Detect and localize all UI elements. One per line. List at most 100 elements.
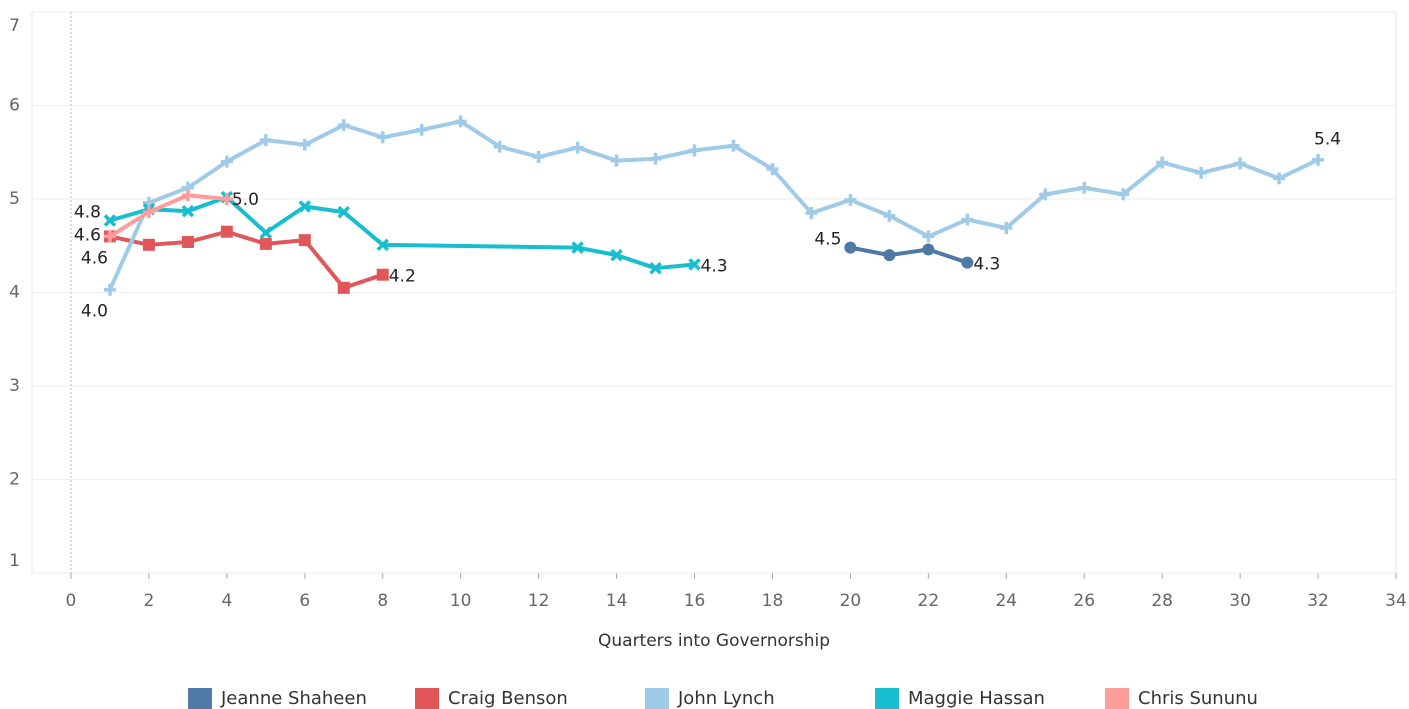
marker [688,144,701,157]
marker [103,283,116,296]
y-tick-label: 2 [9,470,20,490]
series-line [850,245,968,265]
marker [1156,156,1169,169]
marker [415,123,428,136]
legend-swatch [188,688,212,709]
marker [1078,181,1091,194]
x-tick-label: 12 [528,591,550,611]
marker [688,258,701,271]
y-tick-label: 5 [9,189,20,209]
x-tick-label: 28 [1151,591,1173,611]
value-label: 4.3 [973,255,1000,275]
marker [1195,166,1208,179]
series-line [109,195,695,271]
marker [103,214,117,227]
marker [883,209,896,222]
marker [610,248,623,262]
value-label: 4.5 [814,230,841,250]
marker [376,238,389,252]
x-tick-label: 24 [995,591,1017,611]
legend-label: Craig Benson [448,688,568,709]
value-label: 4.6 [74,225,101,245]
marker [298,138,311,151]
legend-swatch [415,688,439,709]
marker [220,155,233,168]
x-tick-label: 8 [377,591,388,611]
legend-label: Jeanne Shaheen [220,688,367,709]
legend-swatch [1105,688,1129,709]
y-tick-label: 7 [9,16,20,36]
x-tick-label: 26 [1073,591,1095,611]
x-tick-label: 32 [1307,591,1329,611]
marker [181,236,194,249]
marker [376,268,389,281]
value-label: 4.8 [74,203,101,223]
marker [883,249,896,262]
x-axis-title: Quarters into Governorship [598,631,830,651]
marker [220,225,233,238]
y-tick-label: 1 [9,551,20,571]
marker [259,134,272,147]
marker [1312,153,1325,166]
marker [493,140,506,153]
x-tick-label: 34 [1385,591,1407,611]
marker [337,119,350,132]
legend-label: Chris Sununu [1138,688,1258,709]
x-tick-label: 16 [684,591,706,611]
x-tick-label: 10 [450,591,472,611]
marker [1273,172,1286,185]
marker [1039,188,1052,201]
x-tick-label: 6 [299,591,310,611]
marker [961,256,974,269]
value-label: 5.0 [232,190,259,210]
marker [766,163,779,176]
legend-swatch [875,688,899,709]
series-line [108,119,1319,291]
series-line [108,193,228,239]
marker [649,152,662,165]
marker [337,205,351,219]
marker [298,200,312,213]
value-label: 4.3 [701,256,728,276]
marker [805,207,818,220]
marker [142,238,155,251]
marker [571,241,584,254]
marker [649,261,662,275]
x-tick-label: 0 [66,591,77,611]
legend-label: John Lynch [677,688,775,709]
x-tick-label: 2 [144,591,155,611]
x-tick-label: 4 [221,591,232,611]
x-tick-label: 20 [840,591,862,611]
x-tick-label: 18 [762,591,784,611]
x-tick-label: 14 [606,591,628,611]
y-tick-label: 4 [9,283,20,303]
marker [181,204,195,218]
value-label: 5.4 [1314,130,1341,150]
series-line [109,229,384,290]
marker [142,206,155,219]
marker [610,154,623,167]
y-tick-label: 3 [9,376,20,396]
legend-label: Maggie Hassan [908,688,1045,709]
marker [1000,221,1013,234]
value-label: 4.2 [389,267,416,287]
marker [259,226,273,239]
value-label: 4.6 [81,248,108,268]
marker [181,189,194,202]
marker [259,237,272,250]
marker [337,281,350,294]
marker [298,234,311,247]
marker [922,230,935,243]
legend-swatch [645,688,669,709]
x-tick-label: 30 [1229,591,1251,611]
marker [1234,157,1247,170]
x-tick-label: 22 [918,591,940,611]
marker [844,193,857,206]
marker [1117,188,1130,201]
marker [220,193,233,205]
marker [376,131,389,144]
marker [571,141,584,154]
marker [844,241,857,254]
marker [532,150,545,163]
